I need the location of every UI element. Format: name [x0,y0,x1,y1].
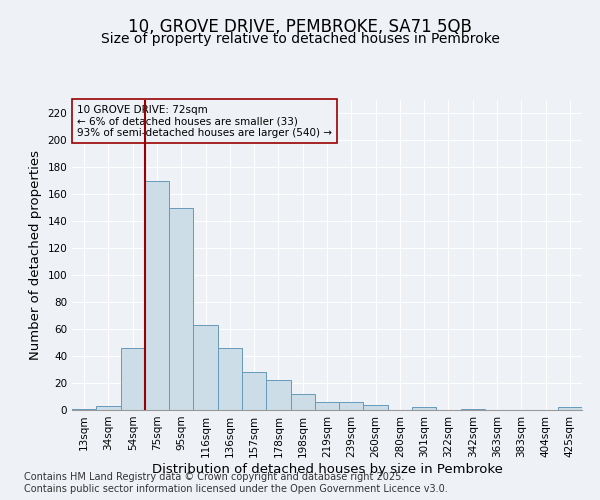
Bar [193,325,218,410]
Bar [558,408,582,410]
X-axis label: Distribution of detached houses by size in Pembroke: Distribution of detached houses by size … [152,462,502,475]
Y-axis label: Number of detached properties: Number of detached properties [29,150,42,360]
Bar [169,208,193,410]
Text: Size of property relative to detached houses in Pembroke: Size of property relative to detached ho… [101,32,499,46]
Bar [315,402,339,410]
Bar [242,372,266,410]
Text: Contains public sector information licensed under the Open Government Licence v3: Contains public sector information licen… [24,484,448,494]
Bar [364,404,388,410]
Text: 10, GROVE DRIVE, PEMBROKE, SA71 5QB: 10, GROVE DRIVE, PEMBROKE, SA71 5QB [128,18,472,36]
Bar [72,408,96,410]
Bar [218,348,242,410]
Bar [461,408,485,410]
Bar [290,394,315,410]
Bar [96,406,121,410]
Bar [412,408,436,410]
Bar [339,402,364,410]
Bar [121,348,145,410]
Bar [266,380,290,410]
Bar [145,181,169,410]
Text: Contains HM Land Registry data © Crown copyright and database right 2025.: Contains HM Land Registry data © Crown c… [24,472,404,482]
Text: 10 GROVE DRIVE: 72sqm
← 6% of detached houses are smaller (33)
93% of semi-detac: 10 GROVE DRIVE: 72sqm ← 6% of detached h… [77,104,332,138]
